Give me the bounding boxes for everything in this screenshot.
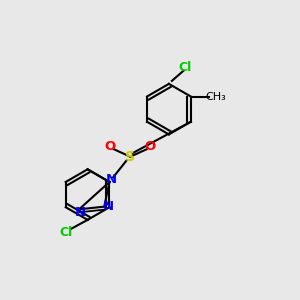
Text: Cl: Cl: [60, 226, 73, 239]
Text: N: N: [103, 200, 114, 213]
Text: Cl: Cl: [178, 61, 192, 74]
Text: S: S: [125, 150, 135, 164]
Text: N: N: [75, 206, 86, 219]
Text: O: O: [105, 140, 116, 153]
Text: O: O: [145, 140, 156, 153]
Text: N: N: [105, 173, 116, 186]
Text: CH₃: CH₃: [206, 92, 226, 101]
